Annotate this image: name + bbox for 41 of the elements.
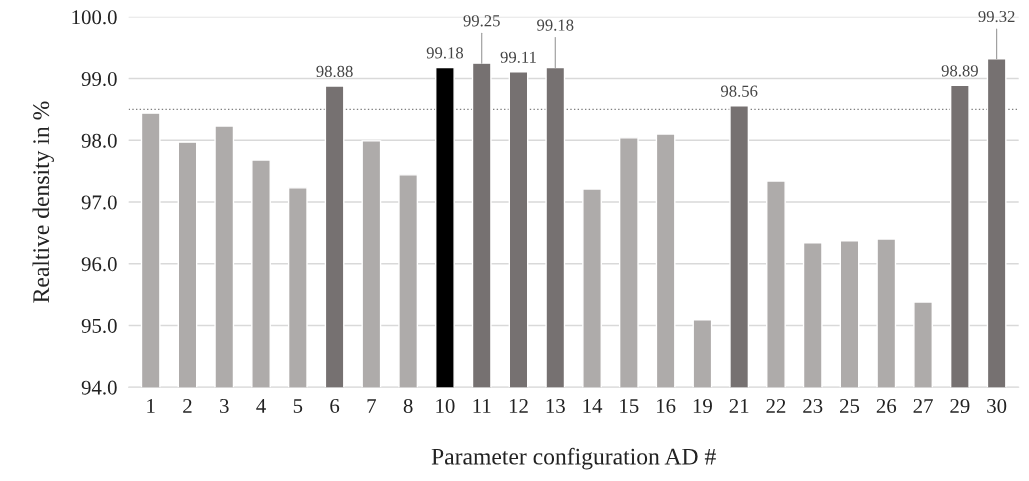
- data-label: 99.25: [463, 15, 500, 27]
- x-tick-label: 5: [293, 399, 303, 413]
- data-label: 98.56: [720, 85, 758, 97]
- x-tick-label: 30: [987, 398, 1007, 413]
- data-label: 99.11: [500, 51, 536, 63]
- x-tick-label: 29: [950, 398, 970, 413]
- x-axis-title: Parameter configuration AD #: [431, 447, 716, 470]
- y-tick-label: 99.0: [81, 71, 117, 87]
- y-tick-label: 100.0: [72, 10, 117, 25]
- x-tick-label: 22: [766, 398, 786, 413]
- x-tick-label: 13: [546, 398, 565, 413]
- x-tick-label: 1: [147, 399, 155, 413]
- x-tick-label: 7: [367, 399, 376, 413]
- x-tick-label: 14: [583, 399, 603, 413]
- data-label: 99.18: [426, 47, 464, 59]
- x-tick-label: 19: [693, 398, 712, 413]
- data-label: 98.89: [941, 65, 978, 77]
- x-tick-label: 23: [803, 398, 823, 413]
- y-axis-title: Realtive density in %: [32, 101, 54, 303]
- x-tick-label: 21: [729, 398, 749, 413]
- y-tick-label: 94.0: [81, 380, 117, 395]
- x-tick-label: 4: [256, 399, 266, 413]
- x-tick-label: 26: [876, 398, 897, 413]
- x-tick-label: 3: [220, 398, 229, 413]
- x-tick-label: 10: [436, 398, 455, 413]
- y-tick-label: 98.0: [81, 133, 117, 148]
- y-tick-label: 95.0: [81, 318, 117, 333]
- x-tick-label: 27: [913, 398, 933, 413]
- x-tick-label: 16: [657, 398, 676, 413]
- x-tick-label: 11: [473, 399, 491, 413]
- x-tick-label: 8: [403, 398, 413, 413]
- y-tick-label: 97.0: [81, 195, 117, 210]
- x-tick-label: 15: [620, 399, 639, 413]
- y-tick-label: 96.0: [81, 257, 117, 272]
- data-label: 99.18: [537, 19, 574, 31]
- x-tick-label: 25: [840, 398, 860, 413]
- data-label: 98.88: [316, 65, 353, 78]
- x-tick-label: 2: [183, 398, 192, 413]
- x-tick-label: 12: [509, 398, 528, 413]
- x-tick-label: 6: [330, 398, 340, 413]
- data-label: 99.32: [978, 10, 1015, 23]
